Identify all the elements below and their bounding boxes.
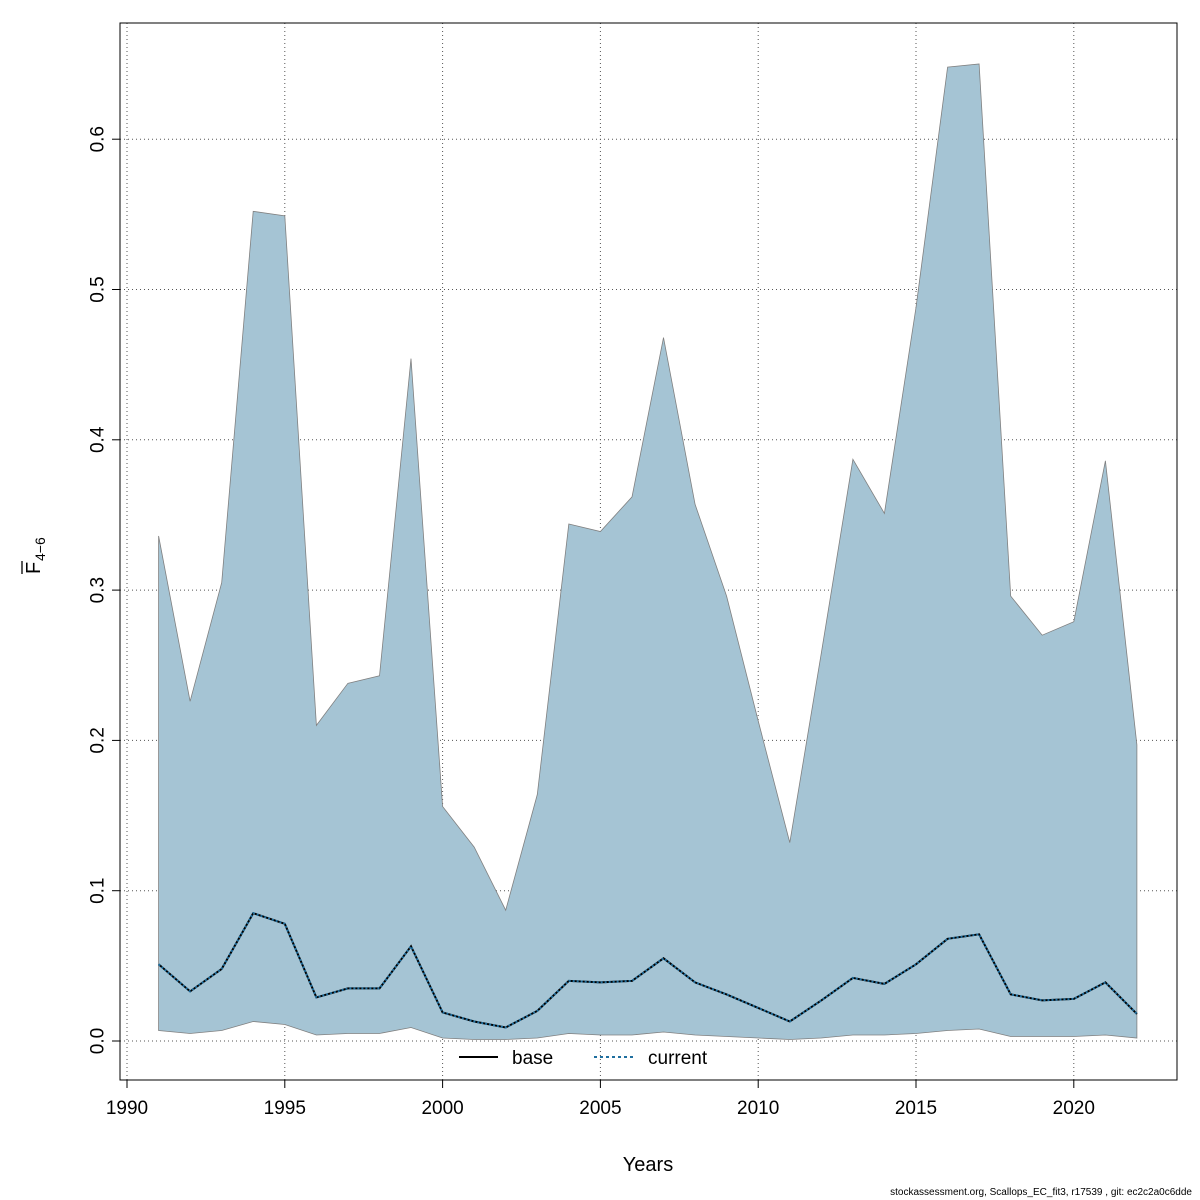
plot-frame xyxy=(119,22,1178,1081)
y-tick-label: 0.1 xyxy=(88,877,109,903)
y-axis-label-subscript: 4−6 xyxy=(32,537,48,561)
confidence-band-layer xyxy=(158,63,1138,1040)
x-axis-label: Years xyxy=(623,1154,673,1176)
legend-base-label: base xyxy=(512,1048,553,1069)
x-tick-label: 2015 xyxy=(895,1098,937,1119)
x-tick-label: 2000 xyxy=(421,1098,463,1119)
axis-layer: 1990 1995 2000 2005 2010 2015 2020 0.0 0.1 0.2 0.3… xyxy=(88,126,1095,1119)
legend-current-label: current xyxy=(648,1048,708,1069)
x-tick-label: 2010 xyxy=(737,1098,779,1119)
x-tick-label: 2005 xyxy=(579,1098,621,1119)
x-tick-label: 2020 xyxy=(1053,1098,1095,1119)
x-tick-label: 1990 xyxy=(106,1098,148,1119)
x-tick-label: 1995 xyxy=(264,1098,306,1119)
confidence-band xyxy=(158,63,1138,1040)
y-tick-label: 0.2 xyxy=(88,727,109,753)
legend: base current xyxy=(459,1048,708,1069)
series-line-current xyxy=(157,911,1138,1029)
y-axis-label: F 4−6 xyxy=(21,537,48,574)
y-tick-label: 0.0 xyxy=(88,1028,109,1054)
footer-credit: stockassessment.org, Scallops_EC_fit3, r… xyxy=(890,1187,1192,1198)
y-axis-label-main: F xyxy=(23,562,45,574)
y-tick-label: 0.4 xyxy=(88,426,109,453)
y-tick-label: 0.6 xyxy=(88,126,109,152)
series-layer xyxy=(157,911,1138,1029)
y-tick-label: 0.3 xyxy=(88,577,109,603)
y-tick-label: 0.5 xyxy=(88,276,109,302)
